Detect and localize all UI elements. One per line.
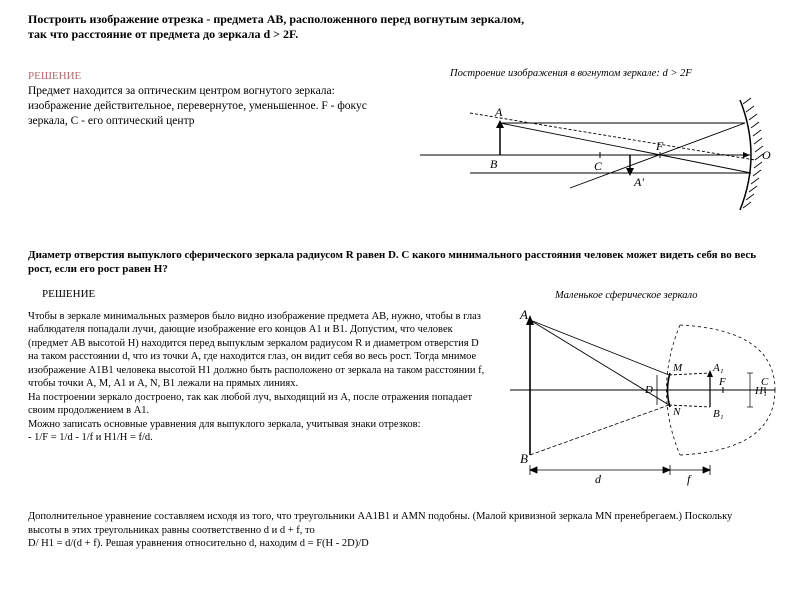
label2-d: d: [595, 472, 602, 486]
problem1-title: Построить изображение отрезка - предмета…: [28, 12, 548, 42]
label-C: C: [594, 159, 603, 173]
problem1-solution-label: РЕШЕНИЕ: [28, 70, 81, 82]
fig1-concave-mirror-diagram: A B C F O A': [410, 80, 780, 230]
label2-M: M: [672, 362, 683, 374]
label-O: O: [762, 148, 771, 162]
label2-B1: B₁: [713, 408, 724, 420]
footer-derivation: Дополнительное уравнение составляем исхо…: [28, 510, 768, 551]
label-B: B: [490, 157, 498, 171]
label2-D: D: [644, 384, 653, 396]
label2-F: F: [718, 376, 726, 388]
fig2-caption: Маленькое сферическое зеркало: [555, 290, 698, 301]
label-F: F: [655, 139, 664, 153]
label2-f: f: [687, 472, 692, 486]
problem2-paragraph: Чтобы в зеркале минимальных размеров был…: [28, 310, 488, 444]
label-A: A: [494, 105, 503, 119]
problem1-paragraph: Предмет находится за оптическим центром …: [28, 84, 388, 129]
label2-A1: A₁: [712, 362, 724, 374]
label2-B: B: [520, 451, 528, 466]
label2-H1: H₁: [754, 385, 767, 397]
fig2-convex-mirror-diagram: A B M N D A₁ B₁ F C H₁ d f: [505, 305, 785, 495]
label2-N: N: [672, 406, 681, 418]
fig1-caption: Построение изображения в вогнутом зеркал…: [450, 68, 692, 79]
label-Aprime: A': [633, 175, 644, 189]
problem2-solution-label: РЕШЕНИЕ: [42, 288, 95, 300]
problem2-title: Диаметр отверстия выпуклого сферического…: [28, 248, 768, 277]
label2-A: A: [519, 307, 528, 322]
